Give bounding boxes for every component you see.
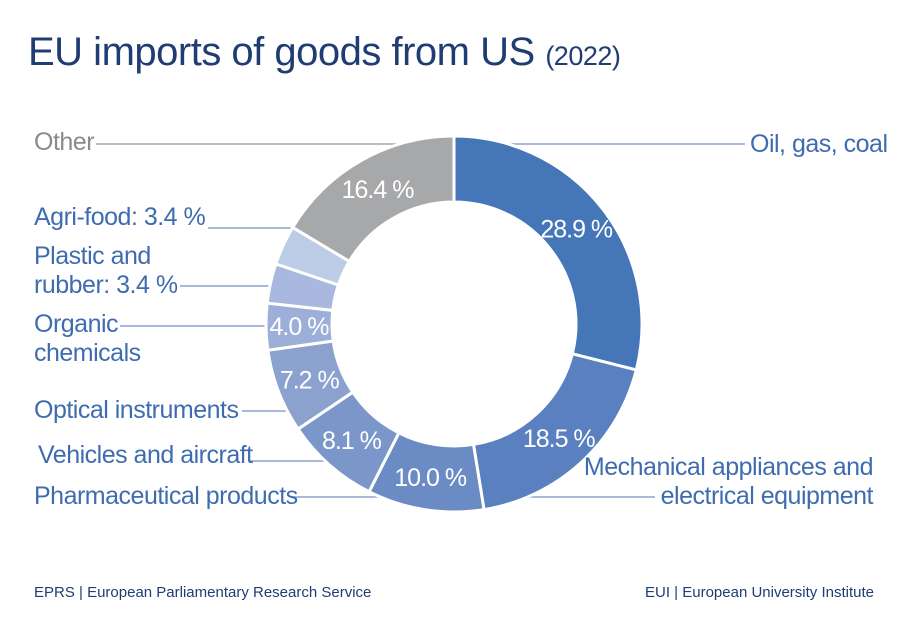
category-label-3: Vehicles and aircraft <box>38 441 253 469</box>
category-label-4: Optical instruments <box>34 396 239 424</box>
data-label-3: 8.1 % <box>322 427 382 455</box>
category-label-0: Oil, gas, coal <box>750 130 888 158</box>
data-label-8: 16.4 % <box>342 176 415 204</box>
slice-8 <box>290 134 456 264</box>
category-label-7: Agri-food: 3.4 % <box>34 203 206 231</box>
chart-subtitle: (2022) <box>545 41 621 71</box>
chart-title: EU imports of goods from US (2022) <box>28 30 621 74</box>
slice-0 <box>452 134 644 372</box>
category-label-6: Plastic and rubber: 3.4 % <box>34 242 178 299</box>
category-label-1: Mechanical appliances and electrical equi… <box>583 453 874 510</box>
category-label-5: Organic chemicals <box>34 310 141 367</box>
data-label-4: 7.2 % <box>280 367 340 395</box>
data-label-1: 18.5 % <box>523 425 596 453</box>
footer-source-left: EPRS | European Parliamentary Research S… <box>34 584 372 601</box>
data-label-0: 28.9 % <box>540 216 613 244</box>
data-label-5: 4.0 % <box>270 313 330 341</box>
category-label-2: Pharmaceutical products <box>34 482 298 510</box>
footer-source-right: EUI | European University Institute <box>645 584 874 601</box>
category-label-8: Other <box>34 128 95 156</box>
data-label-2: 10.0 % <box>394 464 467 492</box>
